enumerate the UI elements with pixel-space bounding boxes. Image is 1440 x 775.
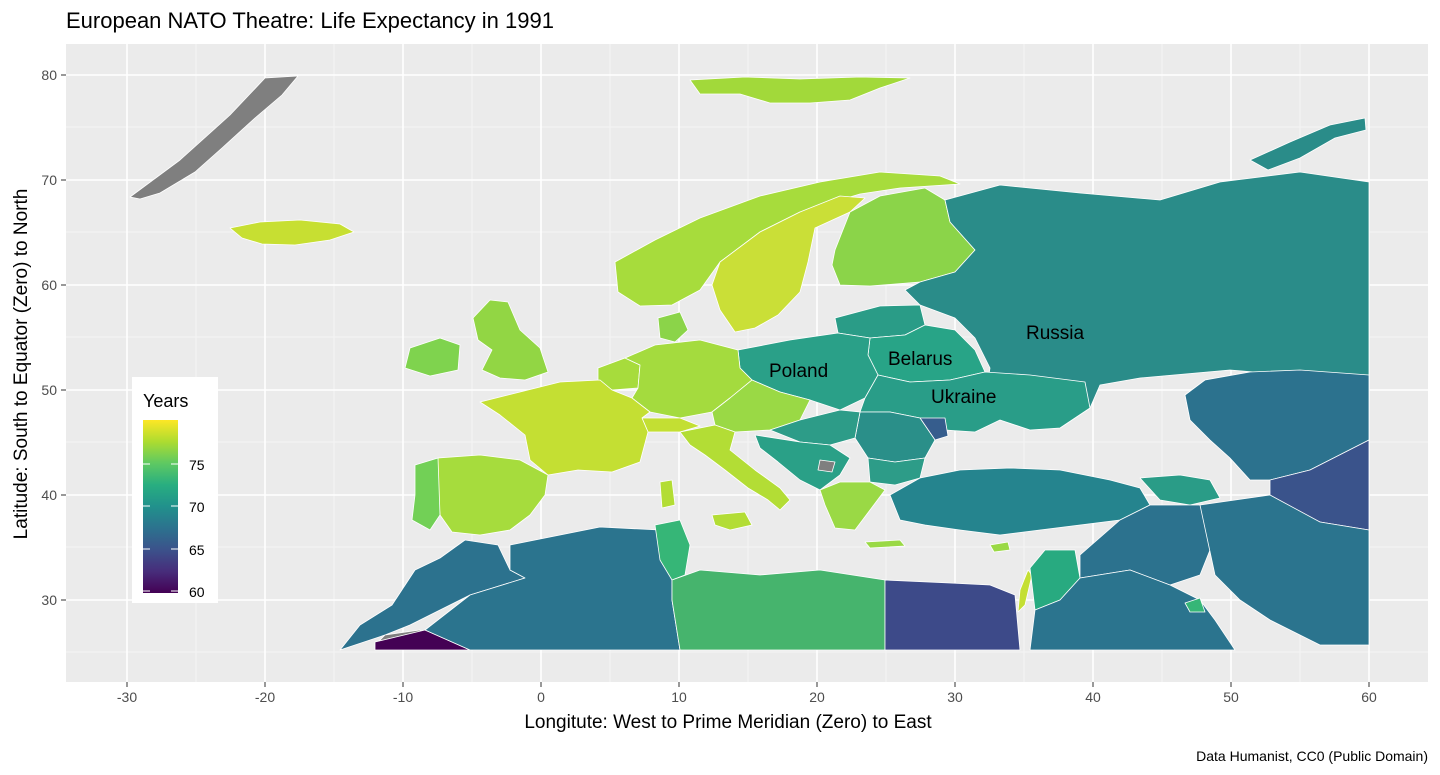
label-belarus: Belarus (888, 349, 952, 370)
y-tick-label: 80 (41, 67, 57, 83)
y-tick-label: 30 (41, 592, 57, 608)
region-saudi (1029, 569, 1236, 651)
x-tick-label: -30 (117, 689, 137, 705)
legend-tick: 75 (189, 457, 205, 473)
region-kuwait (1184, 597, 1206, 613)
label-poland: Poland (769, 361, 828, 382)
region-egypt (884, 579, 1021, 651)
region-uk (472, 299, 549, 381)
region-iran (1199, 494, 1370, 646)
y-axis: 30 40 50 60 70 80 (41, 67, 66, 608)
legend-title: Years (143, 391, 188, 411)
legend-tick: 70 (189, 499, 205, 515)
caption: Data Humanist, CC0 (Public Domain) (1196, 748, 1428, 764)
region-morocco (339, 539, 526, 651)
chart-title: European NATO Theatre: Life Expectancy i… (66, 8, 554, 33)
region-kosovo (817, 459, 836, 473)
region-greece (819, 481, 886, 531)
x-tick-label: 40 (1085, 689, 1101, 705)
region-caucasus (1139, 474, 1221, 506)
region-norway (614, 171, 961, 307)
region-novaya-zemlya (1249, 117, 1367, 171)
y-tick-label: 40 (41, 487, 57, 503)
x-tick-label: -20 (255, 689, 275, 705)
region-greenland (129, 75, 299, 200)
x-tick-label: 0 (537, 689, 545, 705)
region-svalbard (689, 76, 911, 104)
region-sicily (711, 511, 753, 531)
x-axis: -30 -20 -10 0 10 20 30 40 50 60 (117, 682, 1377, 705)
region-portugal (411, 457, 441, 531)
region-iceland (229, 219, 355, 246)
legend: Years 60 65 70 75 (132, 377, 218, 603)
region-ireland (404, 337, 461, 377)
x-tick-label: 20 (809, 689, 825, 705)
region-israel (1017, 569, 1033, 613)
y-tick-label: 50 (41, 382, 57, 398)
region-crete (864, 539, 906, 549)
legend-tick: 65 (189, 542, 205, 558)
region-balkans (754, 434, 851, 491)
x-tick-label: 30 (947, 689, 963, 705)
label-ukraine: Ukraine (931, 387, 996, 408)
label-russia: Russia (1026, 323, 1085, 344)
legend-tick: 60 (189, 584, 205, 600)
x-tick-label: 60 (1361, 689, 1377, 705)
y-tick-label: 60 (41, 277, 57, 293)
y-tick-label: 70 (41, 172, 57, 188)
region-sardinia (659, 479, 676, 509)
region-cyprus (989, 541, 1011, 553)
region-libya (671, 569, 886, 651)
region-sweden (711, 195, 866, 333)
region-france (479, 379, 651, 476)
x-tick-label: 10 (671, 689, 687, 705)
x-axis-label-wrap: Longitute: West to Prime Meridian (Zero)… (0, 712, 1440, 734)
x-tick-label: 50 (1223, 689, 1239, 705)
x-axis-label: Longitute: West to Prime Meridian (Zero)… (524, 712, 932, 733)
x-tick-label: -10 (393, 689, 413, 705)
region-denmark (657, 311, 689, 343)
region-italy (679, 424, 791, 511)
